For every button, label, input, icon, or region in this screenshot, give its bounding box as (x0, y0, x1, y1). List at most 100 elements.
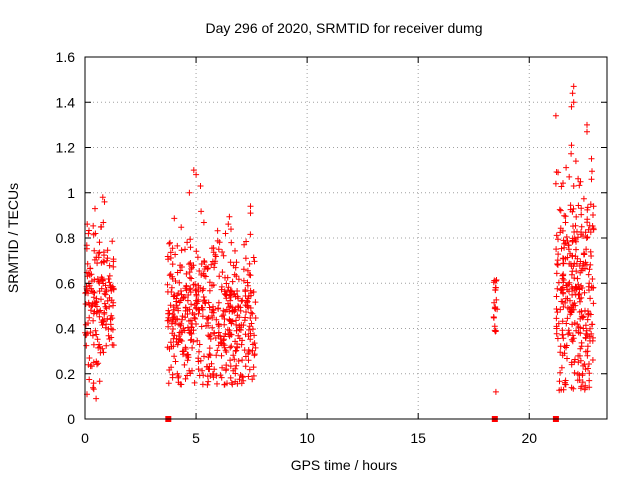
data-point (213, 372, 220, 379)
data-point (89, 332, 96, 339)
data-point (197, 357, 204, 364)
data-point (247, 336, 254, 343)
data-point (196, 348, 202, 355)
data-point (169, 374, 176, 381)
data-point (233, 317, 239, 324)
data-point (178, 288, 184, 294)
data-point (246, 271, 253, 278)
data-point (223, 349, 230, 355)
data-point (580, 250, 587, 257)
data-point (493, 296, 500, 303)
data-point (242, 353, 249, 360)
data-point (251, 258, 258, 265)
data-point (168, 284, 175, 291)
data-point (563, 164, 570, 171)
data-point (199, 367, 206, 374)
data-point (90, 341, 97, 348)
data-point (554, 257, 561, 264)
data-point (223, 362, 230, 369)
data-point (221, 381, 228, 388)
data-point (247, 210, 254, 217)
data-point (577, 178, 584, 185)
data-point (106, 279, 113, 286)
data-point (589, 276, 596, 282)
data-point (205, 332, 212, 339)
data-point (223, 280, 230, 287)
data-point (578, 229, 584, 236)
data-point (90, 386, 97, 393)
data-point (199, 381, 206, 388)
data-point (211, 264, 218, 271)
data-point (188, 275, 195, 282)
data-point (557, 343, 564, 350)
y-tick-label: 1.6 (56, 49, 76, 65)
data-point (554, 335, 561, 342)
x-axis: 0 5 10 15 20 (81, 57, 537, 446)
data-point (581, 386, 588, 393)
data-point (249, 310, 256, 317)
data-point (100, 258, 107, 265)
data-point (559, 318, 566, 325)
data-point (586, 377, 593, 384)
y-tick-label: 1.2 (56, 140, 76, 156)
data-point (560, 271, 567, 278)
data-point (491, 305, 498, 312)
data-point (222, 330, 229, 337)
data-point (100, 318, 107, 325)
data-point (186, 269, 193, 276)
data-point (575, 352, 582, 359)
y-tick-label: 0.2 (56, 366, 76, 382)
data-point (554, 309, 561, 316)
data-point (242, 363, 249, 370)
data-point (110, 285, 117, 292)
data-point (227, 363, 234, 370)
data-point (560, 386, 567, 393)
data-point (169, 316, 176, 322)
data-point (584, 234, 591, 241)
data-point (567, 206, 574, 213)
data-point (164, 344, 171, 351)
data-point (492, 284, 499, 291)
data-point (568, 103, 575, 110)
data-point (492, 305, 499, 312)
data-point (168, 289, 175, 295)
data-point (492, 278, 499, 284)
data-point (206, 304, 213, 311)
data-point (560, 279, 567, 286)
data-point (91, 247, 98, 254)
data-point (87, 265, 94, 272)
data-point (193, 297, 200, 304)
data-point (555, 251, 562, 258)
data-point (249, 376, 256, 383)
data-point (217, 333, 224, 340)
data-point (252, 315, 259, 321)
data-point (563, 234, 570, 240)
data-point (587, 295, 594, 302)
data-point (83, 342, 90, 349)
data-point (190, 262, 197, 269)
data-point (214, 237, 221, 244)
data-point (232, 348, 239, 355)
data-point (196, 268, 203, 274)
data-point (198, 261, 205, 267)
y-tick-label: 1 (67, 185, 75, 201)
data-point (561, 244, 568, 251)
data-point (236, 322, 243, 329)
data-point (572, 253, 579, 260)
data-point (587, 201, 594, 208)
data-point (559, 284, 566, 291)
data-point (247, 330, 254, 337)
data-point (577, 345, 584, 352)
data-point (167, 239, 173, 246)
data-point (584, 206, 591, 213)
y-tick-label: 0 (67, 411, 75, 427)
y-axis: 0 0.2 0.4 0.6 0.8 1 1.2 1.4 1.6 (56, 49, 607, 427)
data-point (492, 328, 499, 335)
data-point (96, 313, 103, 320)
data-point (199, 313, 206, 320)
data-point (213, 352, 220, 359)
data-point (575, 281, 582, 288)
data-point (215, 246, 222, 253)
data-point (195, 310, 202, 317)
data-point (586, 266, 593, 273)
